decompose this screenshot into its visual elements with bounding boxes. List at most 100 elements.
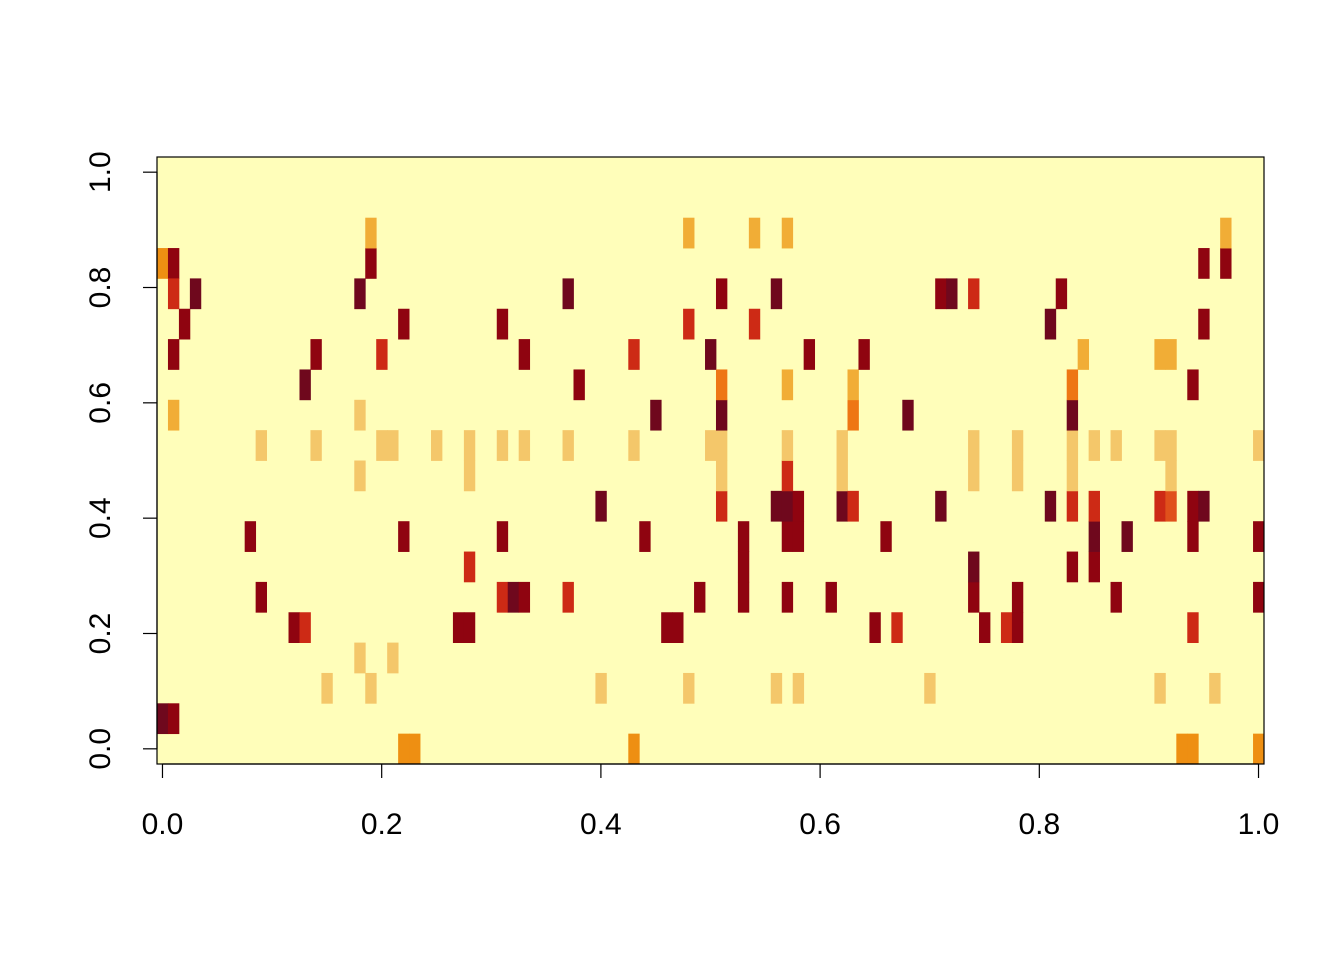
- y-tick-label: 0.8: [84, 267, 117, 309]
- heatmap-cell: [639, 521, 651, 552]
- heatmap-cell: [376, 430, 388, 461]
- heatmap-cell: [595, 672, 607, 704]
- heatmap-cell: [836, 430, 848, 461]
- heatmap-cell: [1088, 521, 1100, 552]
- heatmap-cell: [628, 733, 640, 765]
- heatmap-cell: [244, 521, 257, 552]
- heatmap-cell: [781, 521, 794, 552]
- heatmap-cell: [1154, 490, 1166, 522]
- heatmap-cell: [979, 612, 991, 643]
- heatmap-cell: [628, 339, 640, 370]
- heatmap-cell: [398, 308, 410, 340]
- heatmap-cell: [376, 339, 388, 370]
- heatmap-cell: [694, 581, 706, 613]
- heatmap-cell: [1165, 490, 1177, 522]
- heatmap-cell: [1000, 612, 1013, 643]
- heatmap-cell: [1011, 430, 1024, 461]
- heatmap-cell: [463, 612, 476, 643]
- heatmap-cell: [255, 430, 267, 461]
- heatmap-cell: [398, 733, 410, 765]
- x-tick-label: 0.0: [142, 808, 184, 841]
- heatmap-cell: [847, 399, 859, 431]
- heatmap-cell: [781, 460, 794, 492]
- heatmap-cell: [1253, 521, 1265, 552]
- heatmap-cell: [409, 733, 421, 765]
- heatmap-cell: [1198, 248, 1210, 279]
- heatmap-cell: [748, 217, 761, 249]
- heatmap-cell: [189, 278, 202, 310]
- heatmap-cell: [1220, 248, 1232, 279]
- x-tick-label: 0.6: [799, 808, 841, 841]
- heatmap-cell: [748, 308, 761, 340]
- heatmap-cell: [803, 339, 816, 370]
- heatmap-cell: [1220, 217, 1232, 249]
- heatmap-cell: [354, 642, 366, 674]
- heatmap-cell: [157, 703, 169, 735]
- heatmap-cell: [869, 612, 881, 643]
- x-tick-label: 0.8: [1018, 808, 1060, 841]
- heatmap-cell: [1209, 672, 1221, 704]
- heatmap-cell: [463, 430, 476, 461]
- heatmap-cell: [573, 369, 585, 401]
- heatmap-cell: [167, 248, 180, 279]
- heatmap-cell: [354, 278, 366, 310]
- heatmap-cell: [715, 490, 728, 522]
- heatmap-cell: [1088, 430, 1100, 461]
- heatmap-cell: [463, 460, 476, 492]
- heatmap-cell: [1011, 612, 1024, 643]
- heatmap-cell: [157, 248, 169, 279]
- heatmap-cell: [562, 430, 574, 461]
- heatmap-cell: [661, 612, 673, 643]
- heatmap-cell: [1044, 308, 1057, 340]
- heatmap-cell: [288, 612, 300, 643]
- heatmap-cell: [1198, 490, 1210, 522]
- heatmap-cell: [880, 521, 892, 552]
- heatmap-cell: [496, 308, 509, 340]
- heatmap-cell: [847, 369, 859, 401]
- heatmap-cell: [715, 399, 728, 431]
- heatmap-cell: [705, 430, 717, 461]
- heatmap-cell: [167, 339, 180, 370]
- heatmap-cell: [792, 490, 805, 522]
- heatmap-cell: [935, 278, 947, 310]
- y-tick-label: 0.2: [84, 613, 117, 655]
- heatmap-cell: [705, 339, 717, 370]
- heatmap-cell: [781, 369, 794, 401]
- heatmap-cell: [1187, 521, 1199, 552]
- heatmap-cell: [496, 521, 509, 552]
- heatmap-cell: [1187, 490, 1199, 522]
- heatmap-cell: [1165, 339, 1177, 370]
- heatmap-cell: [496, 430, 509, 461]
- heatmap-cell: [737, 521, 750, 552]
- heatmap-cell: [387, 430, 399, 461]
- heatmap-cell: [836, 490, 848, 522]
- heatmap-cell: [562, 278, 574, 310]
- heatmap-cell: [968, 551, 980, 583]
- heatmap-cell: [365, 248, 377, 279]
- heatmap-cell: [1253, 581, 1265, 613]
- heatmap-cell: [1066, 430, 1079, 461]
- heatmap-cell: [310, 339, 322, 370]
- heatmap-cell: [935, 490, 947, 522]
- heatmap-cell: [946, 278, 958, 310]
- heatmap-cell: [737, 581, 750, 613]
- heatmap-cell: [354, 399, 366, 431]
- heatmap-cell: [518, 581, 531, 613]
- heatmap-cell: [715, 460, 728, 492]
- heatmap-cell: [321, 672, 333, 704]
- heatmap-cell: [1066, 399, 1079, 431]
- heatmap-cell: [1253, 733, 1265, 765]
- heatmap-cell: [365, 672, 377, 704]
- heatmap-cell: [792, 521, 805, 552]
- heatmap-cell: [792, 672, 805, 704]
- heatmap-cell: [781, 581, 794, 613]
- y-axis: 0.0 0.2 0.4 0.6 0.8 1.0: [84, 151, 158, 770]
- heatmap-cell: [715, 369, 728, 401]
- heatmap-cell: [770, 278, 783, 310]
- heatmap-cell: [507, 581, 520, 613]
- heatmap-cell: [1154, 672, 1166, 704]
- heatmap-cell: [781, 430, 794, 461]
- heatmap-cell: [496, 581, 509, 613]
- heatmap-cell: [518, 430, 531, 461]
- x-tick-label: 1.0: [1238, 808, 1280, 841]
